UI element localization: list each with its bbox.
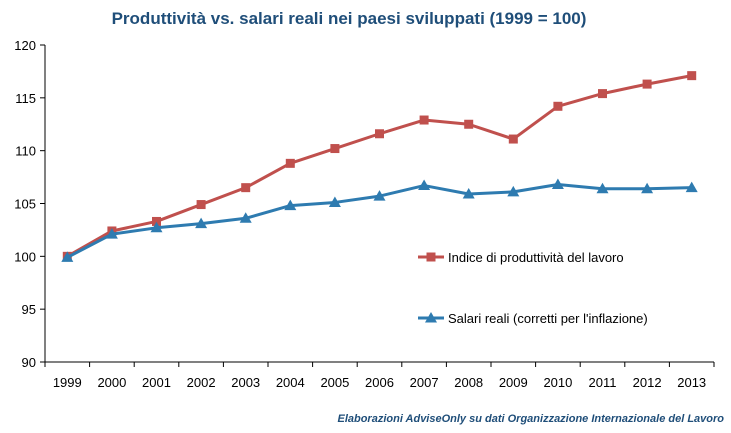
productivity-data-point [196, 200, 206, 210]
y-tick-label: 115 [15, 91, 36, 106]
productivity-data-point [464, 119, 474, 129]
wages-data-point [641, 182, 654, 194]
legend-productivity-marker [426, 252, 436, 262]
productivity-series-line [66, 74, 692, 258]
productivity-data-point [375, 129, 384, 139]
wages-data-point [195, 217, 208, 229]
legend-wages-label: Salari reali (corretti per l'inflazione) [448, 311, 648, 326]
wages-data-point [105, 228, 118, 239]
productivity-data-point [642, 79, 652, 89]
productivity-data-point [330, 144, 340, 154]
wages-data-point [462, 187, 475, 199]
chart-title: Produttività vs. salari reali nei paesi … [112, 9, 587, 28]
productivity-data-point [419, 115, 429, 125]
y-tick-label: 110 [15, 144, 36, 159]
chart-source-note: Elaborazioni AdviseOnly su dati Organizz… [337, 413, 724, 425]
wages-data-point [61, 251, 74, 262]
productivity-data-point [152, 216, 161, 226]
productivity-data-point [285, 158, 295, 168]
x-tick-label: 2004 [276, 375, 305, 390]
productivity-data-point [241, 183, 251, 193]
legend-wages-marker [425, 312, 437, 323]
wages-data-point [328, 196, 341, 207]
x-tick-label: 2009 [499, 375, 528, 390]
x-tick-label: 2002 [187, 375, 216, 390]
y-tick-label: 105 [14, 197, 36, 212]
wages-data-point [373, 190, 386, 201]
wages-data-point [685, 181, 698, 193]
x-tick-label: 2012 [633, 375, 662, 390]
x-tick-label: 1999 [53, 375, 82, 390]
wages-data-point [284, 199, 297, 211]
productivity-data-point [598, 89, 607, 99]
y-tick-label: 100 [14, 249, 36, 264]
x-tick-label: 2006 [365, 375, 394, 390]
x-tick-label: 2010 [543, 375, 572, 390]
x-tick-label: 2001 [142, 375, 171, 390]
y-tick-label: 95 [22, 302, 36, 317]
legend-productivity-label: Indice di produttività del lavoro [448, 250, 624, 265]
wages-data-point [239, 212, 252, 223]
x-tick-label: 2000 [97, 375, 126, 390]
wages-data-point [507, 185, 520, 197]
productivity-data-point [553, 101, 563, 111]
x-tick-label: 2013 [677, 375, 706, 390]
x-tick-label: 2011 [589, 375, 617, 390]
y-tick-label: 90 [22, 355, 36, 370]
wages-data-point [596, 182, 609, 194]
x-tick-label: 2008 [454, 375, 483, 390]
x-tick-label: 2007 [410, 375, 439, 390]
wages-data-point [150, 221, 163, 233]
wages-data-point [551, 178, 564, 189]
wages-data-point [418, 179, 431, 191]
productivity-data-point [508, 134, 518, 144]
x-tick-label: 2003 [231, 375, 260, 390]
x-tick-label: 2005 [320, 375, 349, 390]
productivity-data-point [687, 71, 697, 81]
y-tick-label: 120 [14, 38, 36, 53]
